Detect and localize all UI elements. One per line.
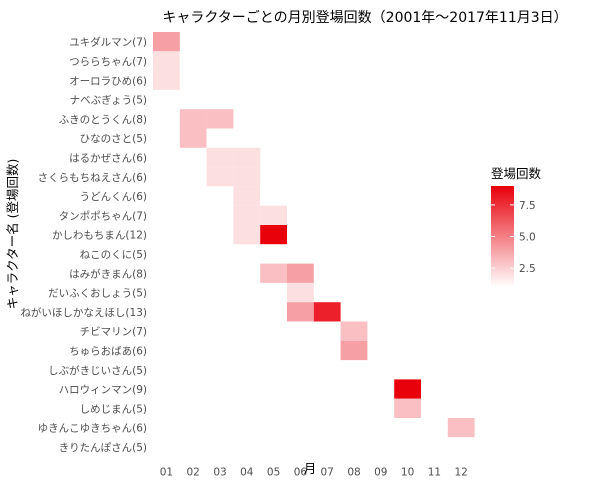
- heatmap-cell: [421, 360, 448, 380]
- legend-title: 登場回数: [491, 166, 542, 181]
- heatmap-cell: [260, 186, 287, 206]
- color-legend: 登場回数 2.5 5.0 7.5: [491, 166, 542, 287]
- y-tick-label: だいふくおしょう(5): [48, 288, 147, 300]
- heatmap-cell: [287, 302, 314, 322]
- y-tick-label: かしわもちまん(12): [52, 230, 147, 242]
- y-tick-label: ゆきんこゆきちゃん(6): [38, 423, 147, 435]
- heatmap-cell: [206, 109, 234, 129]
- y-tick-label: つららちゃん(7): [69, 56, 147, 68]
- heatmap-cell: [260, 225, 287, 245]
- y-tick-label: ひなのさと(5): [80, 133, 147, 145]
- y-tick-label: はるかぜさん(6): [69, 153, 147, 165]
- heatmap-cell: [287, 282, 314, 303]
- x-axis-title: 月: [304, 461, 317, 476]
- heatmap-cell: [153, 70, 180, 90]
- y-tick-label: チビマリン(7): [80, 326, 147, 338]
- heatmap-cell: [447, 418, 475, 438]
- x-tick-label: 04: [240, 467, 254, 479]
- heatmap-cell: [421, 89, 448, 110]
- heatmap-cell: [233, 205, 261, 225]
- heatmap-cell: [233, 147, 261, 168]
- y-tick-label: しめじまん(5): [80, 403, 147, 415]
- heatmap-cell: [206, 167, 234, 187]
- y-axis-tick-labels: ユキダルマン(7) つららちゃん(7) オーロラひめ(6) ナベぶぎょう(5) ふきのと…: [20, 36, 147, 454]
- x-axis-tick-labels: 01 02 03 04 05 06 07 08 09 10 11 12: [160, 467, 468, 479]
- legend-tick-label: 2.5: [519, 263, 536, 275]
- heatmap-cell: [313, 321, 341, 341]
- legend-ticks: 2.5 5.0 7.5: [491, 200, 536, 275]
- legend-tick-label: 7.5: [519, 200, 536, 212]
- x-tick-label: 02: [187, 467, 200, 479]
- heatmap-cell: [394, 398, 421, 418]
- heatmap-cell: [153, 89, 180, 110]
- y-tick-label: はみがきまん(8): [69, 267, 147, 280]
- heatmap-cell: [233, 225, 261, 245]
- y-tick-label: タンポポちゃん(7): [59, 210, 147, 222]
- y-tick-label: ふきのとうくん(8): [59, 114, 147, 126]
- x-tick-label: 03: [213, 467, 226, 479]
- y-tick-label: ちゅらおばあ(6): [69, 345, 147, 357]
- legend-color-bar: [491, 186, 514, 287]
- y-tick-label: オーロラひめ(6): [69, 75, 147, 87]
- y-axis-title: キャラクター名 (登場回数): [5, 159, 20, 310]
- heatmap-cell: [179, 128, 207, 148]
- heatmap-cell: [367, 360, 395, 380]
- y-tick-label: ユキダルマン(7): [69, 36, 147, 49]
- heatmap-cell: [313, 302, 341, 322]
- y-tick-label: さくらもちねえさん(6): [38, 172, 147, 184]
- y-tick-label: ねこのくに(5): [80, 249, 147, 261]
- heatmap-cell: [287, 263, 314, 283]
- x-tick-label: 12: [455, 467, 468, 479]
- legend-tick-label: 5.0: [519, 232, 536, 244]
- heatmap-cell: [260, 244, 287, 264]
- x-tick-label: 06: [294, 467, 308, 479]
- heatmap-cell: [206, 186, 234, 206]
- heatmap-cell: [260, 263, 287, 283]
- y-tick-label: きりたんぽさん(5): [59, 442, 147, 454]
- heatmap-cell: [179, 51, 207, 71]
- x-tick-label: 01: [160, 467, 173, 479]
- heatmap-cell: [394, 379, 421, 399]
- y-tick-label: しぶがきじいさん(5): [48, 364, 147, 377]
- heatmap-cell: [206, 147, 234, 168]
- y-tick-label: ハロウィンマン(9): [59, 384, 147, 396]
- x-tick-label: 05: [267, 467, 280, 479]
- chart-title: キャラクターごとの月別登場回数（2001年～2017年11月3日）: [162, 10, 567, 26]
- heatmap-cell: [447, 437, 475, 457]
- heatmap-cell: [233, 186, 261, 206]
- heatmap-cell: [447, 51, 475, 71]
- x-tick-label: 10: [401, 467, 414, 479]
- x-tick-label: 11: [428, 467, 441, 479]
- x-tick-label: 09: [374, 467, 387, 479]
- y-tick-label: うどんくん(6): [80, 191, 147, 203]
- x-tick-label: 07: [321, 467, 334, 479]
- y-tick-label: ねがいほしかなえほし(13): [20, 306, 147, 319]
- heatmap-cells: [153, 32, 475, 457]
- heatmap-cell: [260, 205, 287, 225]
- heatmap-cell: [153, 418, 180, 438]
- y-tick-label: ナベぶぎょう(5): [70, 94, 147, 107]
- heatmap-cell: [179, 109, 207, 129]
- heatmap-cell: [153, 32, 180, 52]
- heatmap-cell: [233, 167, 261, 187]
- x-tick-label: 08: [347, 467, 360, 479]
- heatmap-cell: [340, 340, 368, 361]
- heatmap-cell: [340, 321, 368, 341]
- heatmap-cell: [206, 128, 234, 148]
- heatmap-cell: [153, 51, 180, 71]
